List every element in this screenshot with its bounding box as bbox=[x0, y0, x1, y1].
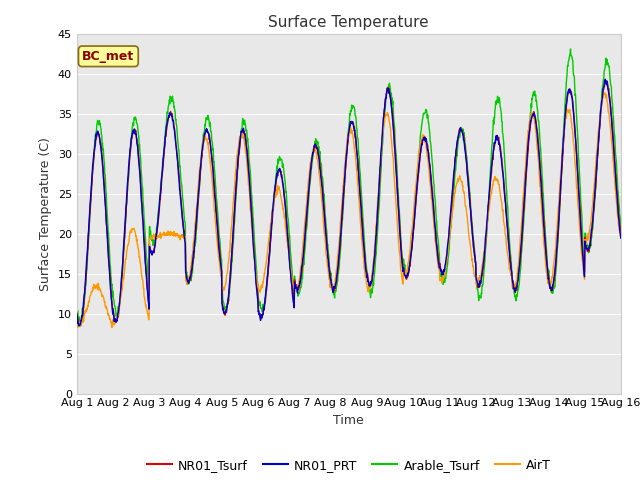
X-axis label: Time: Time bbox=[333, 414, 364, 427]
Y-axis label: Surface Temperature (C): Surface Temperature (C) bbox=[39, 137, 52, 290]
Legend: NR01_Tsurf, NR01_PRT, Arable_Tsurf, AirT: NR01_Tsurf, NR01_PRT, Arable_Tsurf, AirT bbox=[141, 454, 556, 477]
Title: Surface Temperature: Surface Temperature bbox=[269, 15, 429, 30]
Text: BC_met: BC_met bbox=[82, 50, 134, 63]
